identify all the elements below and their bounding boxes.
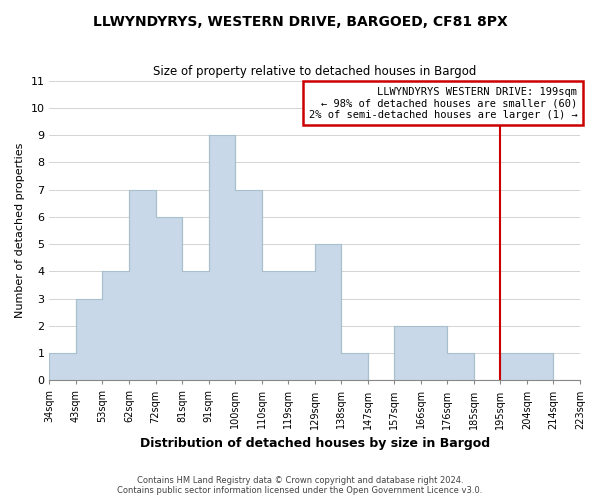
Title: Size of property relative to detached houses in Bargod: Size of property relative to detached ho… bbox=[153, 65, 476, 78]
Bar bbox=[103, 272, 129, 380]
Bar bbox=[421, 326, 448, 380]
Bar bbox=[76, 298, 103, 380]
Bar bbox=[394, 326, 421, 380]
Bar bbox=[155, 217, 182, 380]
Text: LLWYNDYRYS, WESTERN DRIVE, BARGOED, CF81 8PX: LLWYNDYRYS, WESTERN DRIVE, BARGOED, CF81… bbox=[92, 15, 508, 29]
Bar bbox=[235, 190, 262, 380]
Bar bbox=[129, 190, 155, 380]
Bar bbox=[288, 272, 315, 380]
Bar bbox=[315, 244, 341, 380]
Bar bbox=[527, 353, 553, 380]
Bar bbox=[49, 353, 76, 380]
Bar bbox=[341, 353, 368, 380]
Bar bbox=[500, 353, 527, 380]
Text: Contains HM Land Registry data © Crown copyright and database right 2024.
Contai: Contains HM Land Registry data © Crown c… bbox=[118, 476, 482, 495]
X-axis label: Distribution of detached houses by size in Bargod: Distribution of detached houses by size … bbox=[140, 437, 490, 450]
Y-axis label: Number of detached properties: Number of detached properties bbox=[15, 142, 25, 318]
Bar bbox=[182, 272, 209, 380]
Text: LLWYNDYRYS WESTERN DRIVE: 199sqm
← 98% of detached houses are smaller (60)
2% of: LLWYNDYRYS WESTERN DRIVE: 199sqm ← 98% o… bbox=[308, 86, 577, 120]
Bar bbox=[209, 135, 235, 380]
Bar bbox=[262, 272, 288, 380]
Bar bbox=[448, 353, 474, 380]
